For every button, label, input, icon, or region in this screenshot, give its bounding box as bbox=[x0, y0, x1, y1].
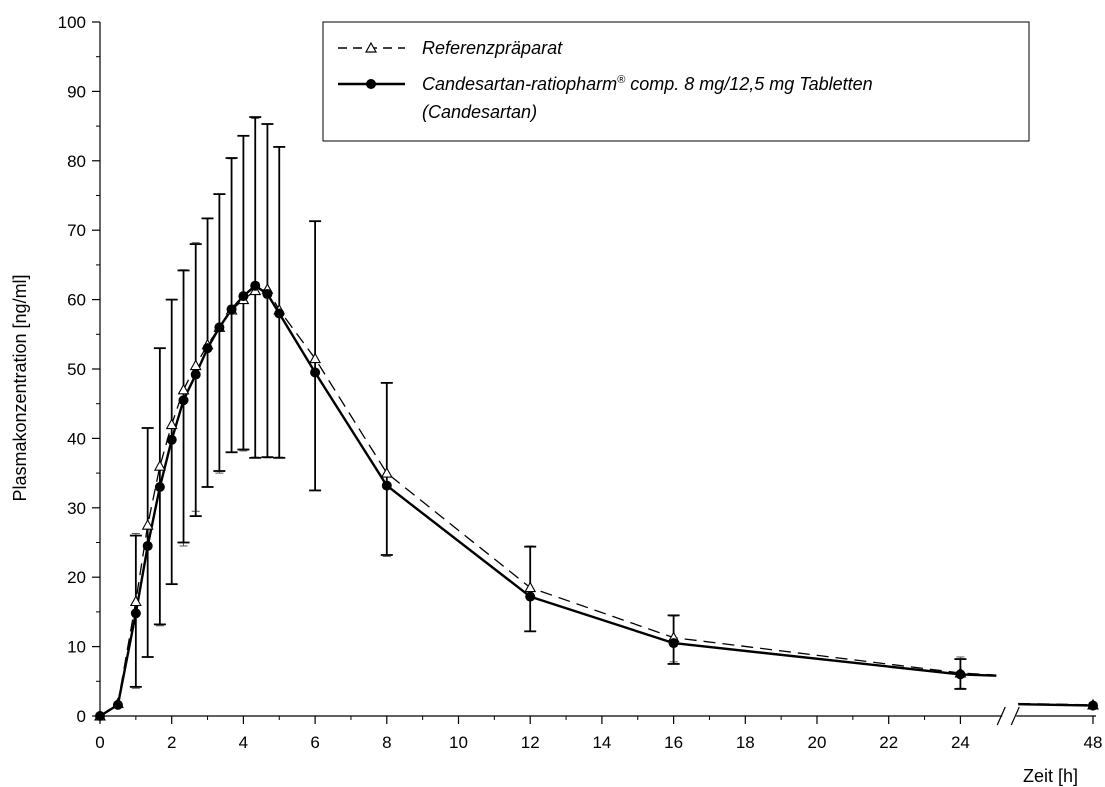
legend-swatch-test-marker bbox=[366, 79, 376, 89]
series-line-test-after-break bbox=[1018, 703, 1094, 707]
y-tick-label: 20 bbox=[67, 568, 86, 587]
marker-test bbox=[310, 367, 321, 378]
marker-test bbox=[190, 369, 201, 380]
legend-box bbox=[322, 21, 1030, 142]
x-tick-label: 2 bbox=[167, 733, 176, 752]
marker-test bbox=[955, 669, 966, 680]
marker-test bbox=[130, 608, 141, 619]
y-tick-label: 0 bbox=[77, 707, 86, 726]
marker-reference bbox=[141, 519, 154, 530]
y-tick-label: 50 bbox=[67, 360, 86, 379]
legend: Referenzpräparat Candesartan-ratiopharm®… bbox=[322, 21, 1030, 142]
marker-test bbox=[178, 395, 189, 406]
y-tick-label: 40 bbox=[67, 429, 86, 448]
y-tick-label: 100 bbox=[58, 13, 86, 32]
y-axis-title: Plasmakonzentration [ng/ml] bbox=[10, 274, 30, 501]
marker-test bbox=[202, 343, 213, 354]
legend-swatch-reference-marker bbox=[364, 41, 378, 53]
series-line-reference bbox=[99, 288, 997, 717]
x-tick-label: 24 bbox=[951, 733, 970, 752]
legend-label-test: Candesartan-ratiopharm® comp. 8 mg/12,5 … bbox=[422, 74, 873, 122]
legend-label-reference: Referenzpräparat bbox=[422, 38, 563, 58]
x-axis-break-mark bbox=[1010, 706, 1020, 726]
y-tick-label: 90 bbox=[67, 82, 86, 101]
y-tick-label: 10 bbox=[67, 638, 86, 657]
y-tick-label: 80 bbox=[67, 152, 86, 171]
marker-reference bbox=[129, 595, 142, 607]
x-tick-label: 0 bbox=[95, 733, 104, 752]
y-tick-label: 60 bbox=[67, 291, 86, 310]
marker-test bbox=[154, 481, 165, 492]
marker-test bbox=[238, 291, 249, 302]
x-tick-label: 12 bbox=[521, 733, 540, 752]
marker-test bbox=[525, 591, 536, 602]
marker-test bbox=[274, 308, 285, 319]
marker-reference bbox=[153, 460, 166, 471]
x-axis-title: Zeit [h] bbox=[1023, 766, 1078, 786]
y-tick-label: 30 bbox=[67, 499, 86, 518]
series-layer bbox=[99, 284, 1094, 718]
x-tick-label: 14 bbox=[592, 733, 611, 752]
marker-reference bbox=[309, 352, 322, 364]
marker-test bbox=[214, 322, 225, 333]
marker-test bbox=[95, 711, 105, 721]
marker-test bbox=[250, 280, 261, 291]
marker-reference bbox=[380, 466, 393, 478]
marker-reference bbox=[177, 383, 190, 395]
series-line-test bbox=[99, 284, 997, 718]
y-tick-label: 70 bbox=[67, 221, 86, 240]
marker-test bbox=[262, 289, 273, 300]
x-tick-label: 10 bbox=[449, 733, 468, 752]
marker-reference bbox=[524, 581, 537, 593]
marker-test bbox=[1088, 700, 1098, 711]
marker-test bbox=[381, 480, 392, 491]
marker-test bbox=[226, 304, 237, 315]
x-tick-label: 8 bbox=[382, 733, 391, 752]
x-tick-label: 16 bbox=[664, 733, 683, 752]
marker-test bbox=[112, 699, 123, 710]
marker-test bbox=[668, 638, 679, 649]
x-tick-label: 20 bbox=[808, 733, 827, 752]
marker-reference bbox=[189, 359, 202, 371]
x-tick-label: 48 bbox=[1084, 733, 1103, 752]
marker-reference bbox=[165, 418, 178, 430]
x-axis-break-mark bbox=[996, 706, 1006, 726]
marker-test bbox=[166, 434, 177, 445]
marker-layer bbox=[94, 280, 1099, 721]
x-tick-label: 4 bbox=[239, 733, 248, 752]
marker-test bbox=[142, 540, 153, 551]
x-tick-label: 22 bbox=[879, 733, 898, 752]
x-tick-label: 6 bbox=[310, 733, 319, 752]
x-tick-label: 18 bbox=[736, 733, 755, 752]
